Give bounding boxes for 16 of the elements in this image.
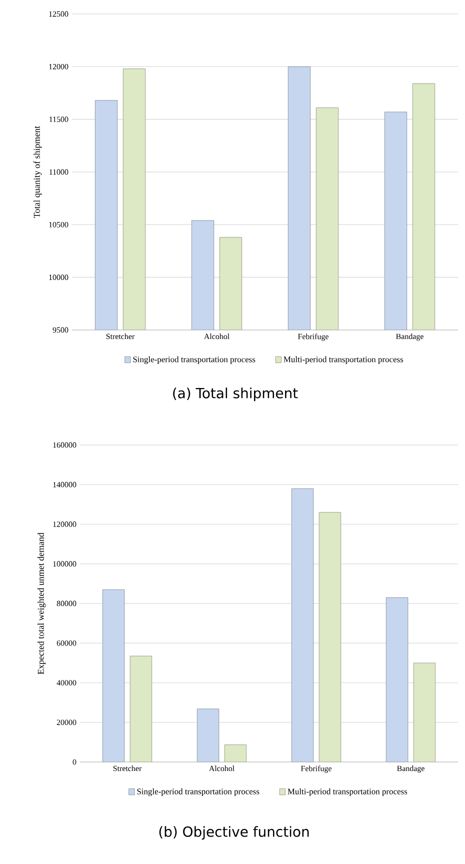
y-axis-title: Total quanity of shipment [33, 126, 42, 218]
text: (b) Objective function [159, 826, 309, 840]
legend-label: Multi-period transportation process [288, 788, 408, 796]
text: (a) Total shipment [173, 388, 298, 402]
bar [318, 512, 342, 762]
legend-label: Single-period transportation process [133, 356, 256, 364]
bar [386, 597, 408, 762]
bar [196, 708, 220, 762]
bar [291, 488, 314, 762]
bar [413, 662, 436, 762]
bar [130, 656, 152, 762]
bar [224, 744, 247, 762]
legend-label: Multi-period transportation process [284, 356, 404, 364]
y-axis-title: Expected total weighted unmet demand [38, 532, 46, 674]
legend-label: Single-period transportation process [137, 788, 260, 796]
bar [102, 589, 125, 762]
